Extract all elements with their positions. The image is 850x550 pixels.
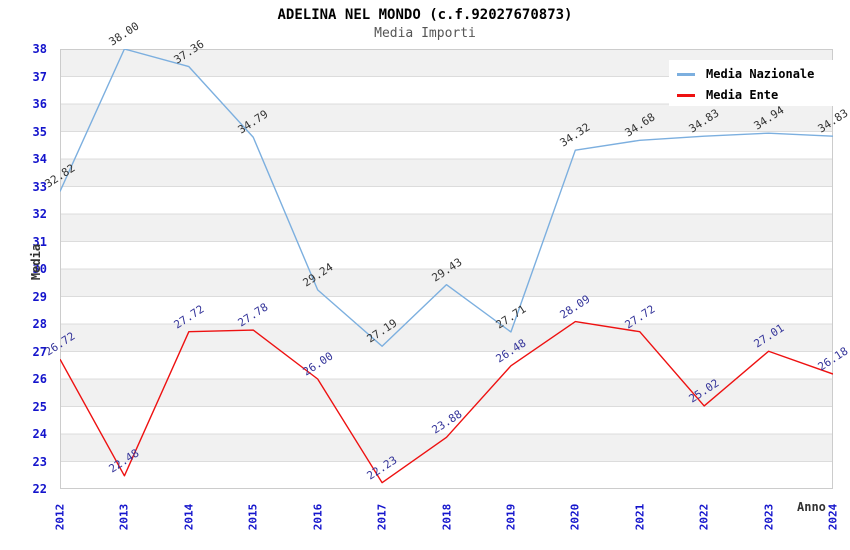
y-tick-label: 22 bbox=[32, 482, 47, 496]
stripe-band bbox=[60, 379, 833, 407]
stripe-band bbox=[60, 159, 833, 187]
y-tick-label: 27 bbox=[32, 344, 47, 359]
x-tick-label: 2013 bbox=[117, 503, 131, 531]
x-tick-label: 2016 bbox=[311, 503, 325, 531]
chart-title: ADELINA NEL MONDO (c.f.92027670873) bbox=[277, 7, 573, 23]
y-tick-label: 37 bbox=[32, 69, 47, 84]
y-tick-label: 29 bbox=[32, 289, 47, 304]
x-tick-label: 2023 bbox=[762, 503, 776, 531]
x-tick-label: 2019 bbox=[504, 503, 518, 531]
x-tick-label: 2017 bbox=[375, 503, 389, 531]
y-tick-label: 24 bbox=[32, 427, 47, 441]
series-line-media-nazionale bbox=[60, 49, 833, 347]
x-axis-title: Anno bbox=[797, 500, 826, 514]
legend-item-media-nazionale: Media Nazionale bbox=[677, 65, 833, 83]
x-tick-label: 2020 bbox=[568, 503, 582, 531]
x-tick-label: 2012 bbox=[53, 503, 67, 531]
legend-swatch-media-nazionale-icon bbox=[677, 72, 695, 76]
plot-border bbox=[60, 49, 833, 489]
y-tick-label: 36 bbox=[32, 97, 47, 111]
stripe-band bbox=[60, 434, 833, 462]
legend-item-media-ente: Media Ente bbox=[677, 86, 833, 104]
x-tick-label: 2021 bbox=[633, 503, 647, 531]
y-tick-label: 35 bbox=[32, 124, 47, 139]
y-tick-label: 38 bbox=[32, 42, 47, 56]
x-tick-label: 2022 bbox=[697, 503, 711, 531]
legend-label-media-ente: Media Ente bbox=[706, 88, 779, 102]
y-tick-label: 25 bbox=[32, 399, 47, 414]
x-tick-label: 2015 bbox=[246, 503, 260, 531]
chart-subtitle: Media Importi bbox=[374, 26, 476, 41]
stripe-band bbox=[60, 269, 833, 297]
series-line-media-ente bbox=[60, 320, 833, 484]
x-tick-label: 2014 bbox=[182, 503, 196, 531]
y-tick-label: 30 bbox=[32, 262, 47, 276]
y-tick-label: 28 bbox=[32, 317, 47, 331]
legend: Media Nazionale Media Ente bbox=[669, 60, 833, 106]
y-tick-label: 33 bbox=[32, 179, 47, 194]
x-tick-label: 2024 bbox=[826, 503, 840, 531]
y-tick-label: 34 bbox=[32, 152, 47, 166]
y-tick-label: 26 bbox=[32, 372, 47, 386]
y-axis-title: Media bbox=[29, 243, 44, 281]
y-tick-label: 23 bbox=[32, 454, 47, 469]
legend-label-media-nazionale: Media Nazionale bbox=[706, 67, 815, 81]
stripe-band bbox=[60, 214, 833, 242]
x-tick-label: 2018 bbox=[440, 503, 453, 531]
y-tick-label: 32 bbox=[32, 207, 47, 221]
stripe-band bbox=[60, 324, 833, 352]
y-tick-label: 31 bbox=[32, 234, 47, 249]
stripe-band bbox=[60, 104, 833, 132]
plot-area bbox=[60, 49, 833, 489]
legend-swatch-media-ente-icon bbox=[677, 93, 695, 97]
